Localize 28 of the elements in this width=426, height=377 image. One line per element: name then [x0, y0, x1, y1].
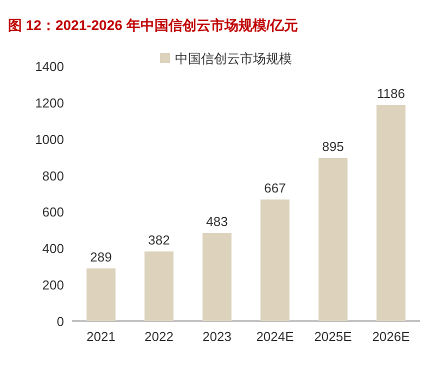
x-tick-label: 2022 [144, 329, 174, 344]
y-tick-label: 800 [42, 168, 64, 184]
x-tick-label: 2021 [86, 329, 116, 344]
data-label: 483 [206, 214, 228, 230]
bar [86, 268, 116, 321]
bar [318, 158, 348, 321]
data-label: 667 [264, 180, 286, 196]
bar [376, 104, 406, 321]
y-tick-label: 1400 [35, 59, 64, 74]
y-tick-label: 600 [42, 204, 64, 220]
x-tick-label: 2024E [256, 329, 294, 344]
chart-title: 图 12：2021-2026 年中国信创云市场规模/亿元 [8, 17, 298, 33]
bar [260, 200, 290, 321]
x-tick-label: 2025E [314, 329, 352, 344]
y-tick-label: 200 [42, 278, 64, 293]
y-tick-label: 0 [56, 314, 64, 329]
data-label: 289 [90, 249, 112, 264]
legend-label: 中国信创云市场规模 [175, 51, 292, 66]
y-tick-label: 400 [42, 241, 64, 256]
data-label: 1186 [377, 86, 405, 101]
y-tick-label: 1200 [35, 95, 64, 110]
y-tick-label: 1000 [35, 132, 64, 147]
bar [144, 251, 174, 321]
data-label: 382 [148, 232, 170, 248]
x-tick-label: 2023 [202, 329, 232, 344]
bar [202, 233, 232, 321]
data-label: 895 [322, 138, 344, 154]
x-tick-label: 2026E [372, 329, 410, 344]
